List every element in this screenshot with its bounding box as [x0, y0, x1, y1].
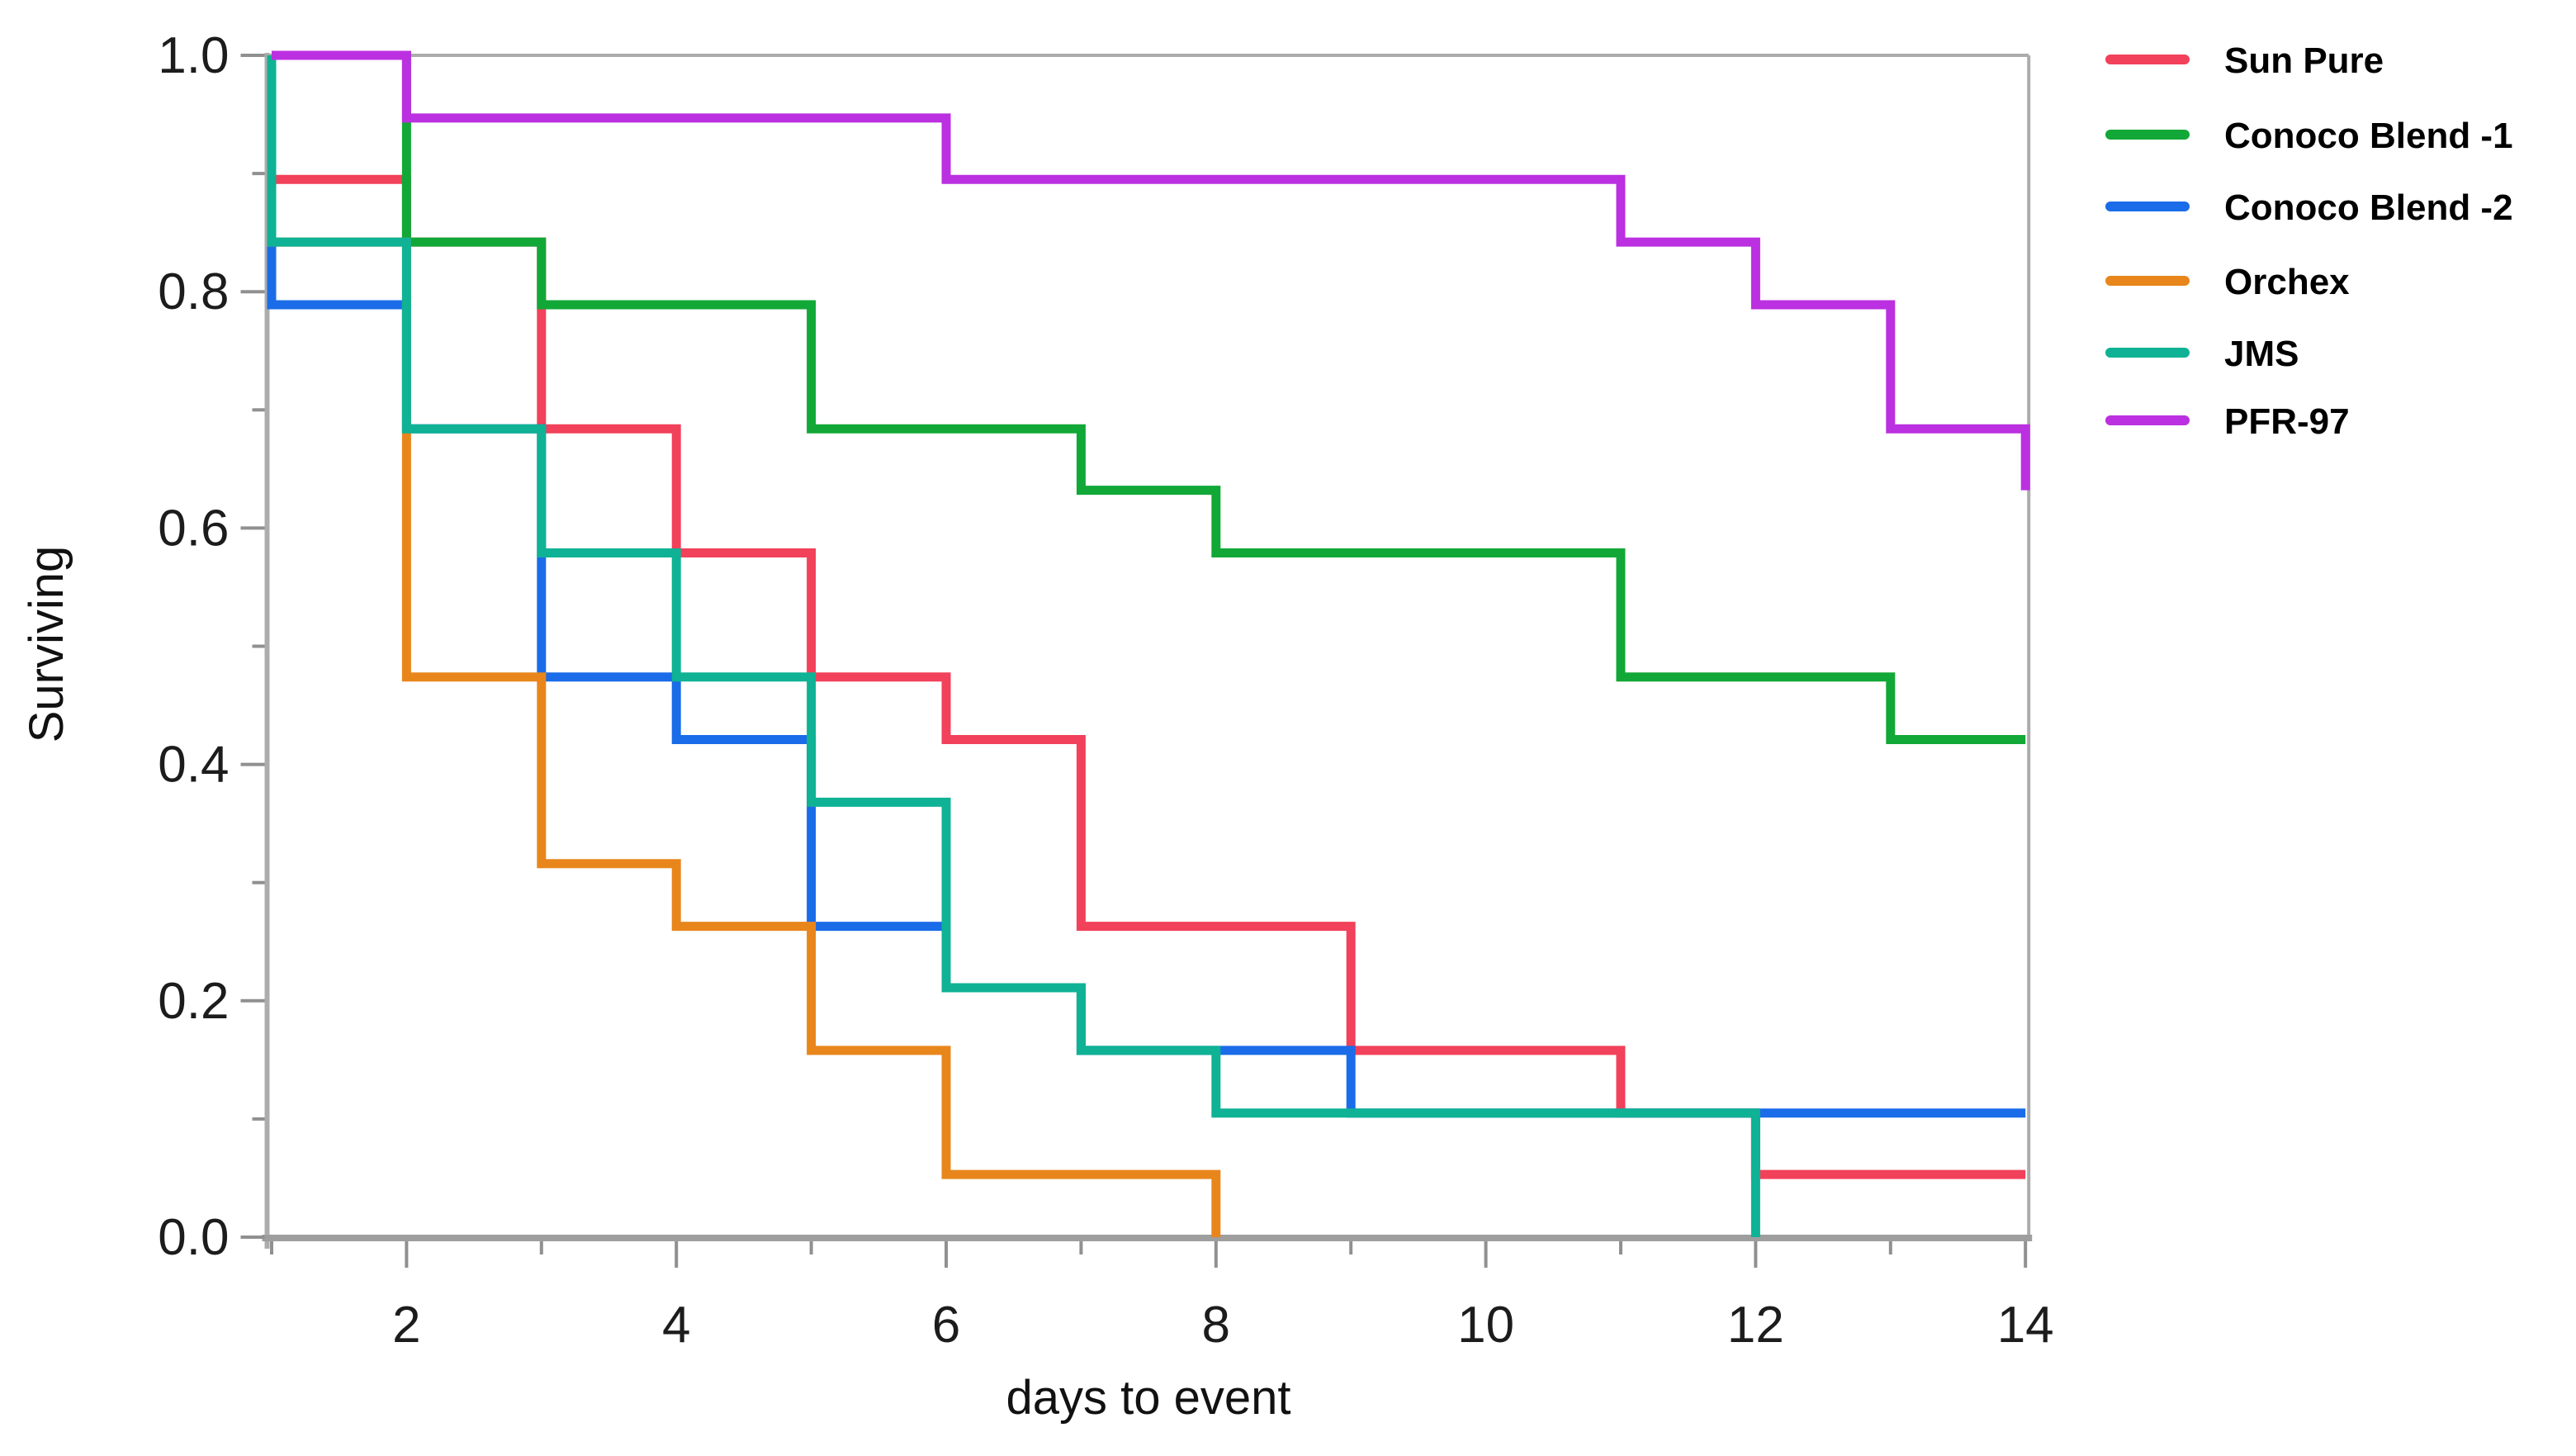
- legend-label: Sun Pure: [2224, 40, 2384, 81]
- legend-item: PFR-97: [2105, 401, 2350, 442]
- series-conoco-blend-1: [272, 50, 2026, 745]
- legend-item: Conoco Blend -2: [2105, 187, 2513, 228]
- y-tick-label: 0.2: [158, 973, 229, 1030]
- legend-item: JMS: [2105, 334, 2299, 374]
- x-tick-label: 6: [932, 1297, 960, 1354]
- y-tick-label: 0.6: [158, 500, 229, 557]
- legend-label: Conoco Blend -2: [2224, 187, 2513, 228]
- y-axis-title: Surviving: [20, 546, 73, 743]
- x-tick-label: 2: [392, 1297, 420, 1354]
- series-orchex: [267, 55, 1221, 1237]
- y-tick-label: 0.4: [158, 737, 229, 794]
- series-pfr-97: [272, 50, 2030, 491]
- y-tick-label: 0.8: [158, 263, 229, 320]
- plot-frame: [262, 53, 2033, 1249]
- legend-label: JMS: [2224, 334, 2299, 374]
- y-tick-label: 1.0: [158, 27, 229, 84]
- series-sun-pure: [267, 55, 2026, 1179]
- legend-label: Orchex: [2224, 262, 2350, 302]
- legend-label: PFR-97: [2224, 401, 2350, 442]
- survival-curves: [267, 50, 2030, 1237]
- legend-item: Orchex: [2105, 262, 2350, 302]
- legend-item: Sun Pure: [2105, 40, 2384, 81]
- x-tick-label: 14: [1997, 1297, 2054, 1354]
- x-tick-label: 10: [1457, 1297, 1514, 1354]
- series-jms: [267, 55, 1760, 1237]
- x-axis-title: days to event: [1006, 1371, 1291, 1425]
- legend-item: Conoco Blend -1: [2105, 116, 2513, 156]
- y-tick-label: 0.0: [158, 1209, 229, 1266]
- x-tick-label: 8: [1202, 1297, 1230, 1354]
- legend: Sun Pure Conoco Blend -1 Conoco Blend -2 Or…: [2105, 40, 2513, 442]
- x-tick-label: 12: [1727, 1297, 1784, 1354]
- legend-label: Conoco Blend -1: [2224, 116, 2513, 156]
- series-conoco-blend-2: [267, 55, 2026, 1118]
- x-tick-label: 4: [662, 1297, 690, 1354]
- axis-ticks: 1.0 0.8 0.6 0.4 0.2 0.0 2 4 6 8 10 12 14: [158, 27, 2053, 1354]
